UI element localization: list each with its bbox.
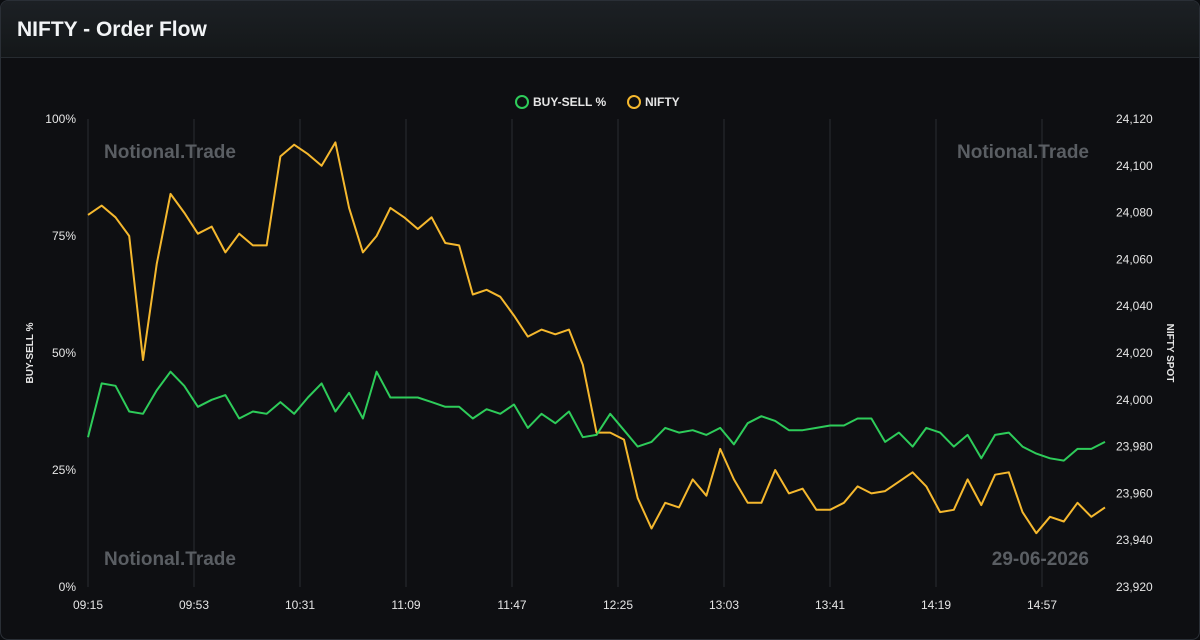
left-tick-label: 75% — [52, 229, 76, 243]
left-tick-label: 0% — [59, 580, 77, 594]
x-tick-label: 09:53 — [179, 598, 209, 612]
x-tick-label: 12:25 — [603, 598, 633, 612]
right-tick-label: 24,020 — [1116, 346, 1153, 360]
watermark-top-left: Notional.Trade — [104, 142, 236, 163]
right-tick-label: 23,920 — [1116, 580, 1153, 594]
legend-label-nifty: NIFTY — [645, 95, 680, 109]
legend-item-nifty[interactable]: NIFTY — [627, 95, 680, 109]
right-tick-label: 24,120 — [1116, 112, 1153, 126]
right-tick-label: 24,040 — [1116, 299, 1153, 313]
legend-marker-nifty — [627, 95, 641, 109]
x-tick-label: 13:03 — [709, 598, 739, 612]
legend-marker-buy-sell — [515, 95, 529, 109]
watermark-date: 29-06-2026 — [992, 549, 1089, 570]
right-axis-ticks: 23,920 23,940 23,960 23,980 24,000 24,020 24,0… — [1116, 112, 1153, 594]
watermark-top-right: Notional.Trade — [957, 142, 1089, 163]
left-tick-label: 50% — [52, 346, 76, 360]
left-axis-label: BUY-SELL % — [25, 322, 36, 383]
x-tick-label: 11:47 — [497, 598, 526, 612]
x-tick-label: 09:15 — [73, 598, 103, 612]
left-tick-label: 25% — [52, 463, 76, 477]
x-tick-label: 11:09 — [391, 598, 420, 612]
right-tick-label: 24,080 — [1116, 206, 1153, 220]
right-tick-label: 23,980 — [1116, 440, 1153, 454]
right-tick-label: 24,100 — [1116, 159, 1153, 173]
page-title: NIFTY - Order Flow — [17, 18, 207, 41]
legend-item-buy-sell[interactable]: BUY-SELL % — [515, 95, 606, 109]
nifty-series-line — [87, 141, 1106, 535]
x-tick-label: 10:31 — [285, 598, 315, 612]
grid-lines — [87, 119, 1043, 587]
right-tick-label: 24,060 — [1116, 252, 1153, 266]
legend-label-buy-sell: BUY-SELL % — [533, 95, 606, 109]
right-tick-label: 23,960 — [1116, 486, 1153, 500]
right-axis-label: NIFTY SPOT — [1164, 324, 1175, 383]
legend: BUY-SELL % NIFTY — [515, 95, 680, 109]
watermark-group: Notional.Trade Notional.Trade Notional.T… — [104, 142, 1089, 570]
x-tick-label: 14:57 — [1027, 598, 1057, 612]
x-tick-label: 14:19 — [921, 598, 951, 612]
left-axis-ticks: 0% 25% 50% 75% 100% — [45, 112, 76, 594]
watermark-bottom-left: Notional.Trade — [104, 549, 236, 570]
right-tick-label: 23,940 — [1116, 533, 1153, 547]
left-tick-label: 100% — [45, 112, 76, 126]
panel-header: NIFTY - Order Flow — [1, 1, 1199, 58]
right-tick-label: 24,000 — [1116, 393, 1153, 407]
x-tick-label: 13:41 — [815, 598, 845, 612]
buy-sell-series-line — [87, 370, 1106, 462]
x-axis-ticks: 09:15 09:53 10:31 11:09 11:47 12:25 13:03 13:41… — [73, 598, 1057, 612]
